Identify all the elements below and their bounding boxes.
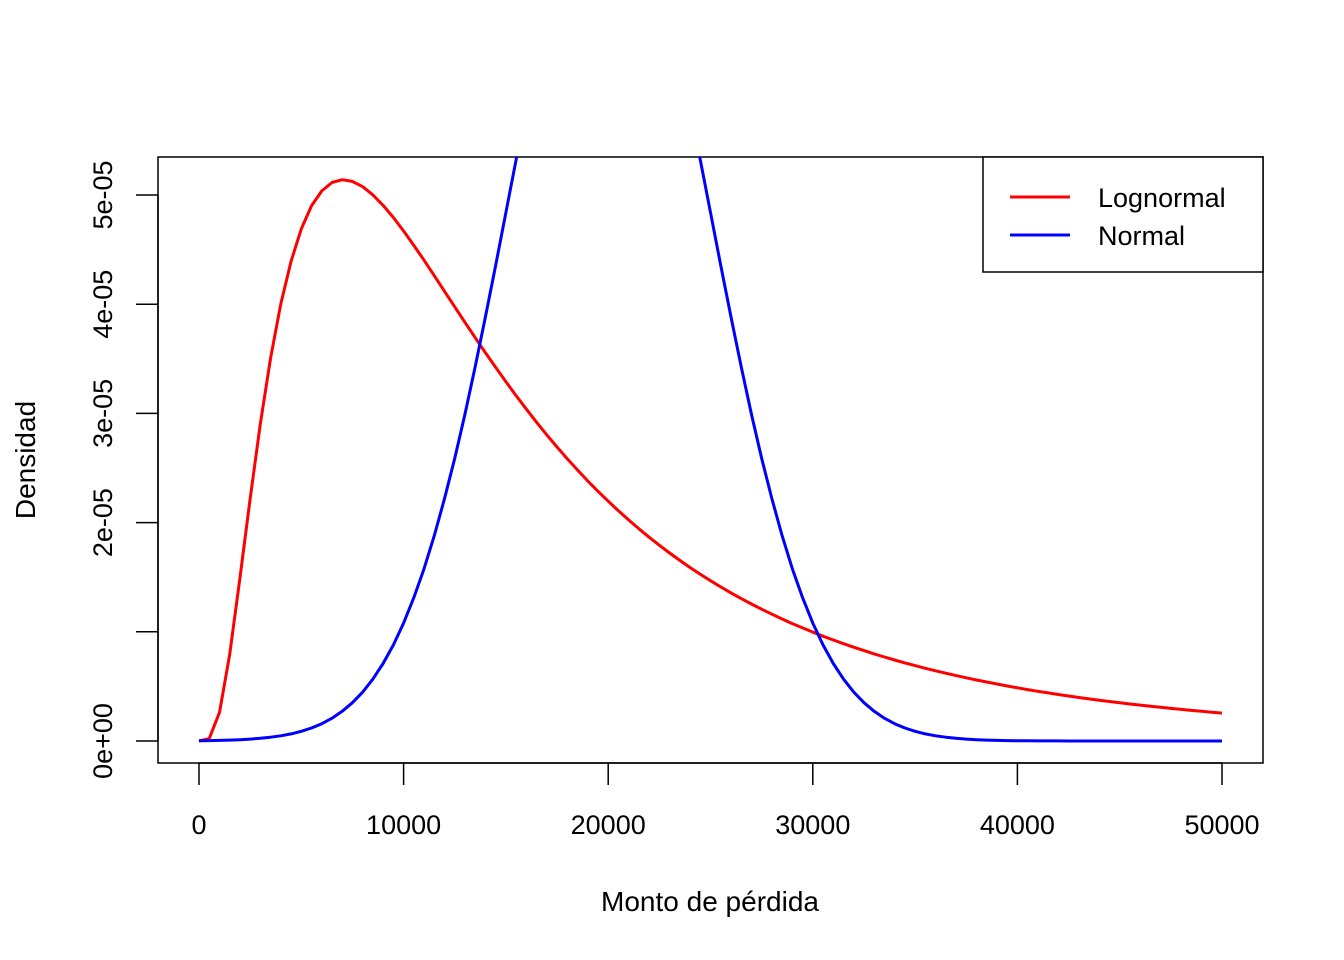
x-tick-label: 30000 [775, 810, 850, 840]
y-axis: 0e+00 2e-05 3e-05 4e-05 5e-05 [88, 160, 159, 779]
x-tick-label: 0 [191, 810, 206, 840]
y-axis-title: Densidad [10, 401, 41, 519]
legend-label-lognormal: Lognormal [1098, 183, 1226, 213]
x-tick-label: 40000 [980, 810, 1055, 840]
y-tick-label: 3e-05 [88, 379, 118, 448]
legend: Lognormal Normal [982, 156, 1264, 273]
series-line-normal [198, 157, 1222, 743]
legend-label-normal: Normal [1098, 221, 1185, 251]
legend-box [982, 156, 1264, 273]
x-axis: 0 10000 20000 30000 40000 50000 [191, 762, 1260, 840]
y-tick-label: 5e-05 [88, 160, 118, 229]
series-line-lognormal [198, 178, 1223, 743]
y-tick-label: 2e-05 [88, 488, 118, 557]
y-tick-label: 0e+00 [88, 703, 118, 779]
x-tick-label: 20000 [571, 810, 646, 840]
y-tick-label: 4e-05 [88, 270, 118, 339]
x-axis-title: Monto de pérdida [601, 886, 819, 917]
x-tick-label: 10000 [366, 810, 441, 840]
series-lines [198, 157, 1223, 743]
x-tick-label: 50000 [1184, 810, 1259, 840]
